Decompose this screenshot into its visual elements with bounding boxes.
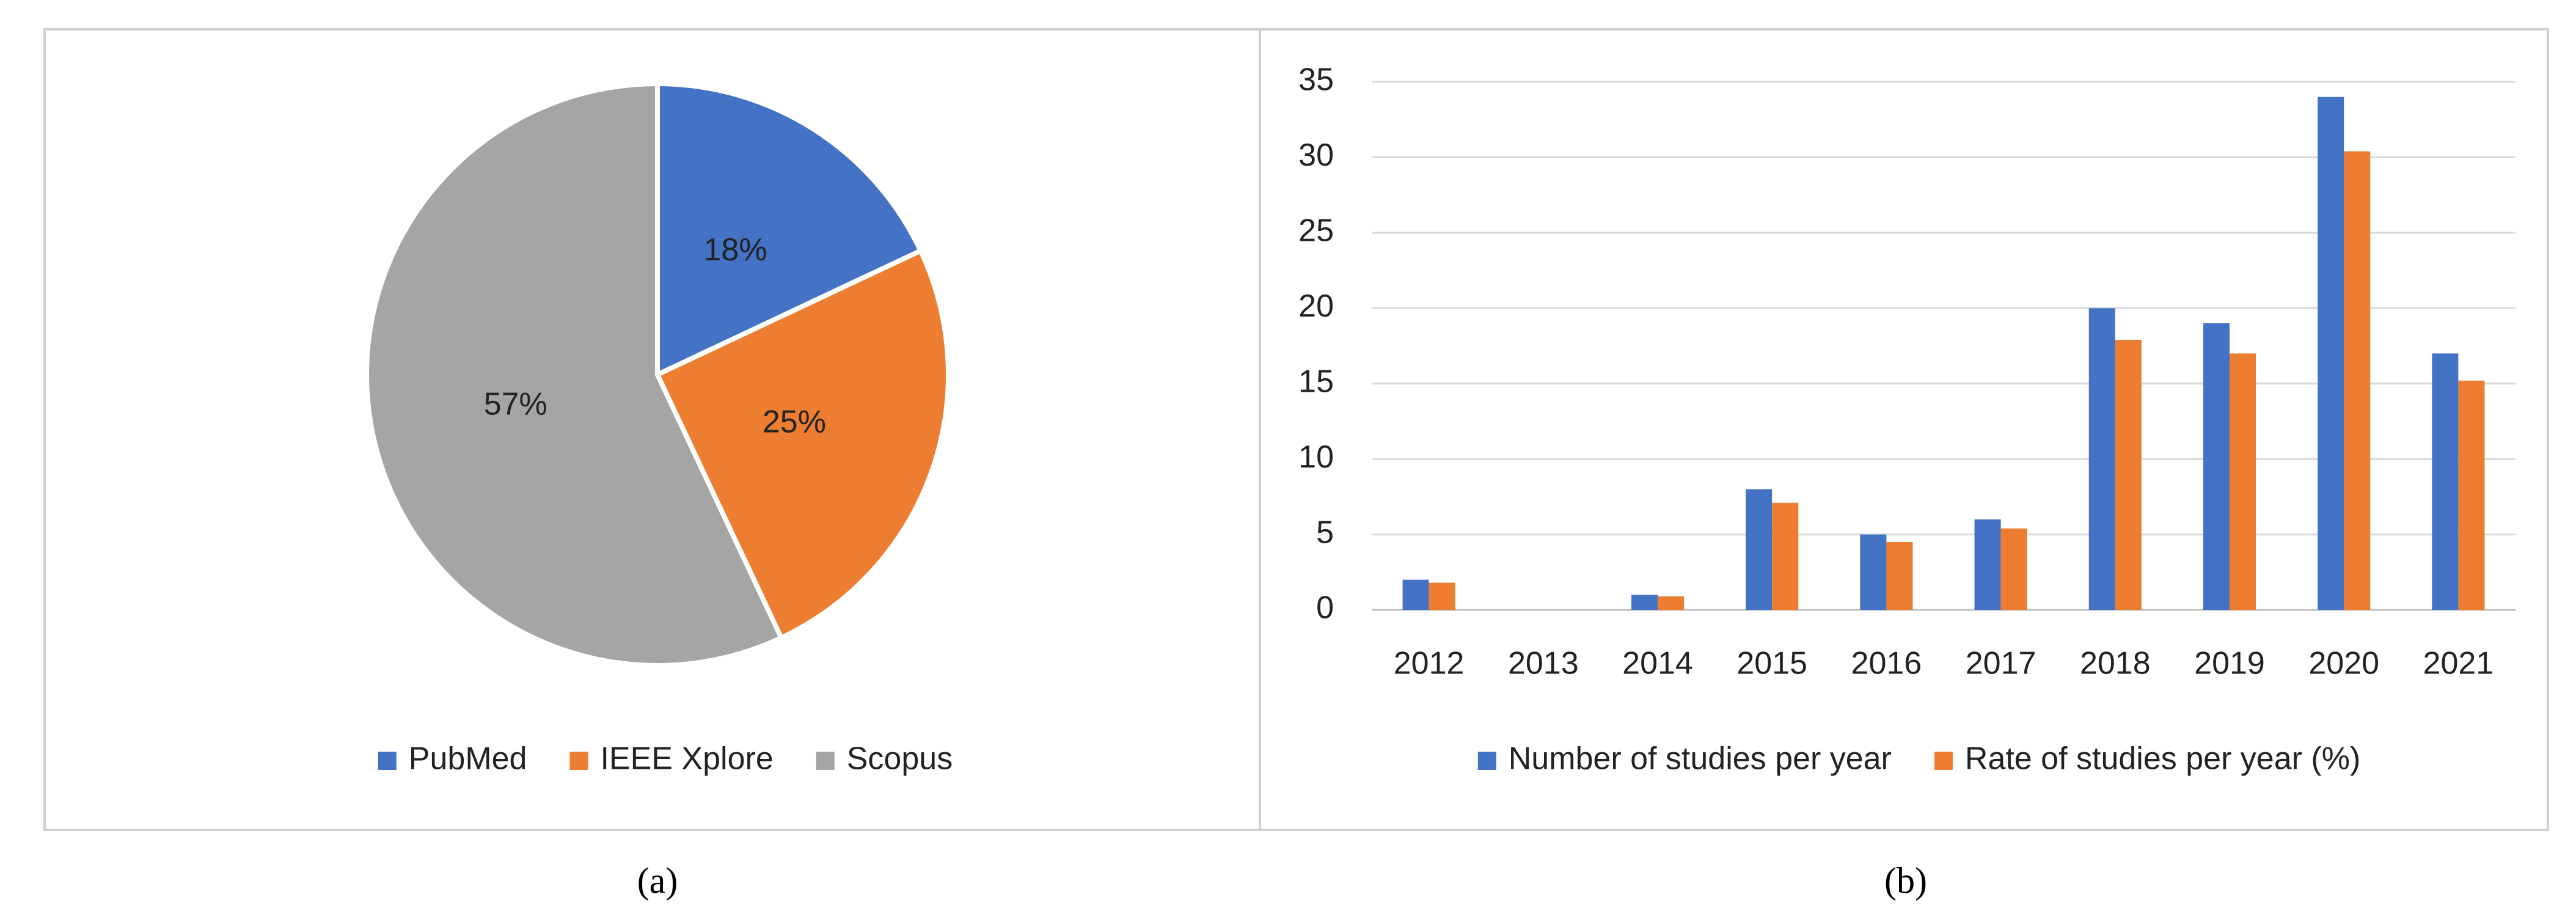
bar [2432,353,2459,610]
y-tick-label: 35 [1298,62,1334,98]
bar [2318,97,2344,610]
y-tick-label: 30 [1298,138,1334,173]
caption: (b) [1884,860,1927,901]
x-tick-label: 2021 [2423,646,2494,681]
bar [2458,380,2485,610]
x-tick-label: 2015 [1736,646,1807,681]
x-tick-label: 2012 [1394,646,1465,681]
y-tick-label: 20 [1298,288,1334,324]
bar [1772,502,1799,610]
y-tick-label: 10 [1298,439,1334,475]
bar [1860,534,1887,610]
bar [2203,323,2230,610]
x-tick-label: 2020 [2308,646,2379,681]
data-label: 57% [484,387,547,422]
panel-frame [43,28,2549,831]
bar [2000,528,2027,610]
legend-label: PubMed [409,741,527,777]
data-label: 25% [763,404,826,439]
legend-swatch [378,752,397,770]
bar [1429,582,1455,610]
bar [1746,489,1773,610]
bar [2088,308,2115,610]
pie-slice [364,81,784,668]
pie-slice [655,81,923,377]
bar [1886,541,1913,610]
x-tick-label: 2019 [2194,646,2265,681]
legend-swatch [569,752,588,770]
x-tick-label: 2014 [1622,646,1693,681]
legend-label: IEEE Xplore [600,741,773,777]
x-tick-label: 2016 [1851,646,1922,681]
legend-swatch [816,752,835,770]
legend-label: Scopus [847,741,953,777]
bar [1974,519,2001,610]
bar [2230,353,2256,610]
y-tick-label: 15 [1298,364,1334,399]
legend-label: Rate of studies per year (%) [1965,741,2360,777]
y-tick-label: 5 [1316,515,1334,550]
legend-swatch [1934,752,1953,770]
bar [1658,596,1685,610]
bar [1631,595,1658,610]
bar [1402,579,1429,610]
bar [2344,151,2371,610]
bar [2115,340,2142,610]
data-label: 18% [703,232,767,268]
y-tick-label: 0 [1316,590,1334,626]
x-tick-label: 2013 [1508,646,1579,681]
y-tick-label: 25 [1298,213,1334,249]
x-tick-label: 2017 [1966,646,2036,681]
x-tick-label: 2018 [2080,646,2151,681]
caption: (a) [637,860,678,901]
legend-label: Number of studies per year [1509,741,1892,777]
pie-slice [655,248,951,640]
legend-swatch [1477,752,1496,770]
